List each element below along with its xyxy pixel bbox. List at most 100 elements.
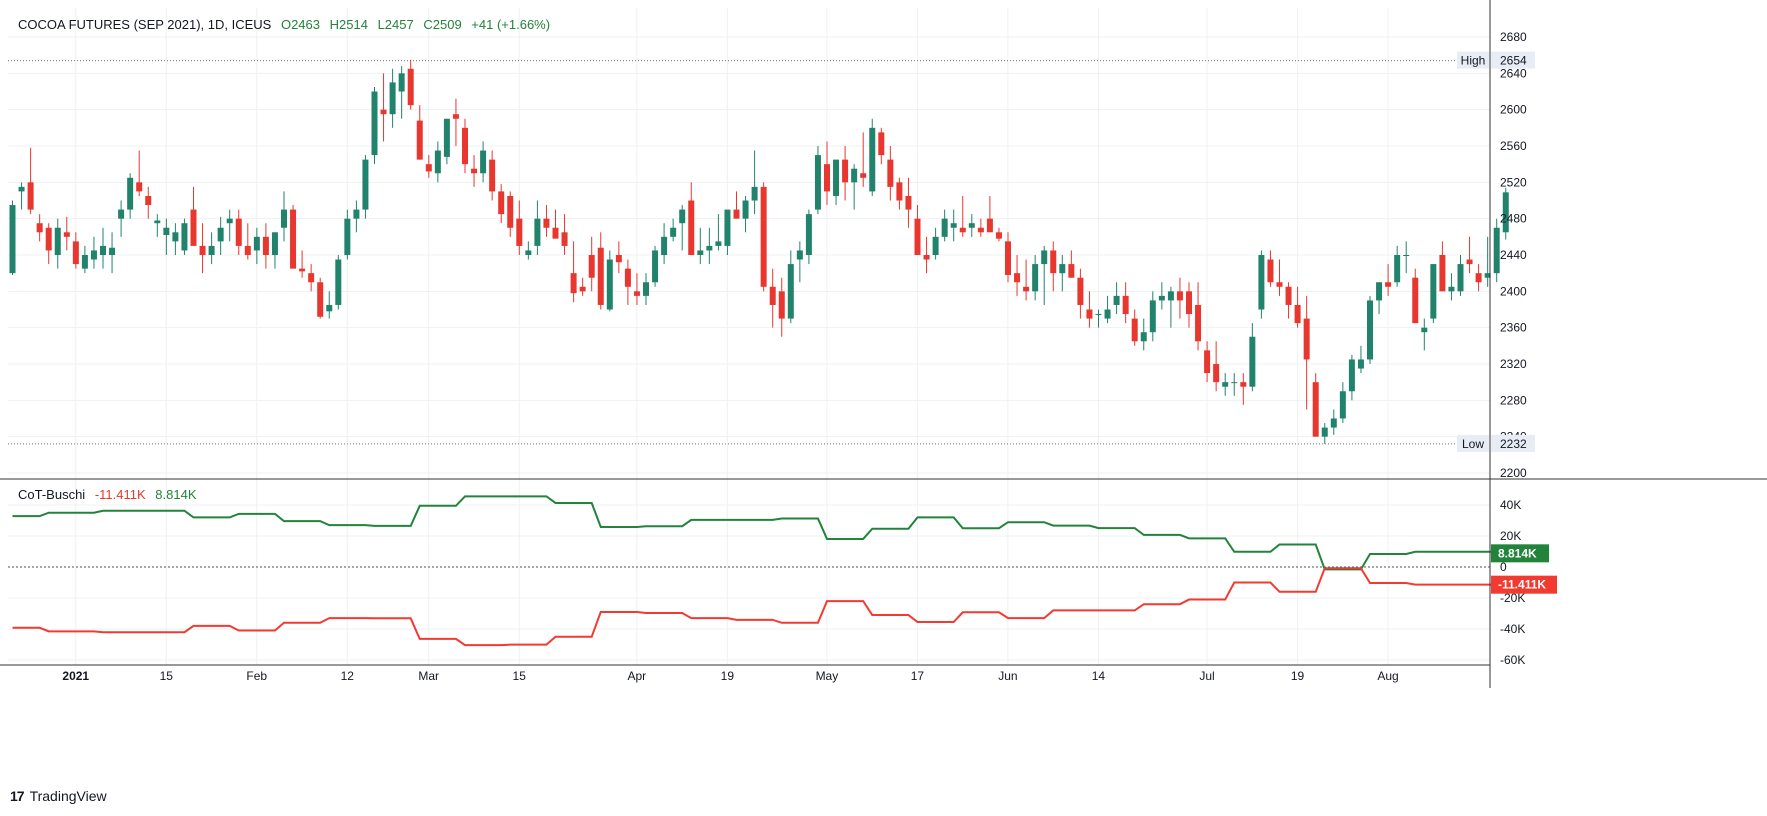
candle-body xyxy=(507,195,514,228)
candle-body xyxy=(253,236,260,251)
candle-body xyxy=(1394,255,1401,283)
candle-body xyxy=(1439,255,1446,292)
candle-body xyxy=(45,227,52,251)
candle-body xyxy=(100,245,106,255)
open-value: O2463 xyxy=(280,17,321,32)
tradingview-brand[interactable]: 17 TradingView xyxy=(10,788,107,804)
cot-green-last-tag-bg xyxy=(1491,544,1549,563)
candle-body xyxy=(643,282,649,296)
indicator-tick-label: 40K xyxy=(1500,498,1521,512)
candle-body xyxy=(1086,309,1093,319)
candle-body xyxy=(335,259,342,305)
time-tick-label: Feb xyxy=(246,669,267,683)
candle-body xyxy=(968,223,975,228)
candle-body xyxy=(308,273,315,283)
candle-body xyxy=(1421,327,1428,333)
candle-body xyxy=(1167,291,1174,301)
candle-body xyxy=(1484,273,1491,278)
indicator-tick-label: -40K xyxy=(1500,622,1525,636)
candle-body xyxy=(796,250,803,260)
candle-body xyxy=(63,232,70,237)
candle-body xyxy=(1285,286,1292,305)
candle-body xyxy=(661,236,668,255)
candle-body xyxy=(787,264,794,319)
candle-body xyxy=(1385,282,1392,287)
candle-body xyxy=(760,186,767,287)
candle-body xyxy=(851,168,858,183)
price-tick-label: 2520 xyxy=(1500,175,1527,189)
candle-body xyxy=(353,209,360,219)
candle-body xyxy=(371,91,378,156)
candle-body xyxy=(244,245,251,255)
candle-body xyxy=(1005,241,1011,275)
candle-body xyxy=(27,182,34,210)
candle-body xyxy=(1403,255,1410,256)
candle-body xyxy=(1294,304,1301,324)
candle-body xyxy=(1014,273,1021,283)
candle-body xyxy=(217,227,224,242)
candle-body xyxy=(1339,391,1346,419)
candle-body xyxy=(552,227,559,239)
candle-body xyxy=(1077,277,1084,305)
candle-body xyxy=(1213,364,1220,383)
indicator-tick-label: -20K xyxy=(1500,591,1525,605)
candle-body xyxy=(1303,318,1310,360)
candle-body xyxy=(1475,273,1482,283)
candle-body xyxy=(1457,264,1464,292)
candle-body xyxy=(36,223,43,233)
candle-body xyxy=(652,250,659,283)
change-value: +41 (+1.66%) xyxy=(471,17,551,32)
time-tick-label: Apr xyxy=(628,669,647,683)
time-tick-label: 14 xyxy=(1092,669,1106,683)
candle-body xyxy=(1357,359,1364,369)
candle-body xyxy=(1195,304,1202,342)
candle-body xyxy=(769,286,776,305)
candle-body xyxy=(1041,250,1048,265)
time-tick-label: May xyxy=(816,669,839,683)
candle-body xyxy=(905,195,912,210)
candle-body xyxy=(633,291,640,296)
candle-body xyxy=(995,232,1002,239)
time-tick-label: 19 xyxy=(721,669,735,683)
candle-body xyxy=(1466,259,1473,265)
candle-body xyxy=(136,182,143,192)
indicator-tick-label: -60K xyxy=(1500,653,1525,667)
candle-body xyxy=(1122,295,1129,315)
candle-body xyxy=(489,159,496,192)
candle-body xyxy=(1095,314,1102,316)
price-tick-label: 2440 xyxy=(1500,248,1527,262)
indicator-grid xyxy=(8,504,1490,661)
candle-body xyxy=(1032,264,1039,292)
candle-body xyxy=(425,164,432,172)
candle-body xyxy=(579,286,586,292)
candle-body xyxy=(1276,282,1283,287)
candle-body xyxy=(1367,300,1373,360)
candle-body xyxy=(344,218,351,255)
brand-name: TradingView xyxy=(29,788,107,804)
candle-body xyxy=(941,218,948,237)
candle-body xyxy=(1430,264,1437,319)
candle-body xyxy=(172,232,179,242)
candle-body xyxy=(697,250,704,255)
high-value: H2514 xyxy=(329,17,368,32)
candle-body xyxy=(81,255,88,269)
candle-body xyxy=(606,259,613,310)
candle-body xyxy=(977,227,984,233)
candle-body xyxy=(742,200,749,219)
candle-body xyxy=(814,155,821,210)
candle-body xyxy=(1068,264,1075,278)
indicator-name: CoT-Buschi xyxy=(18,487,86,502)
candle-body xyxy=(778,291,785,319)
candle-body xyxy=(1140,332,1147,342)
candle-body xyxy=(1502,192,1509,233)
candle-body xyxy=(498,191,505,215)
high-tag-value-bg xyxy=(1491,51,1535,69)
indicator-value-green: 8.814K xyxy=(155,487,197,502)
candle-body xyxy=(959,227,966,233)
candle-body xyxy=(1493,227,1500,274)
candle-body xyxy=(624,268,631,287)
candle-body xyxy=(389,82,396,115)
cot-line-red xyxy=(12,567,1506,647)
time-tick-label: 19 xyxy=(1291,669,1305,683)
candle-body xyxy=(1113,295,1120,305)
